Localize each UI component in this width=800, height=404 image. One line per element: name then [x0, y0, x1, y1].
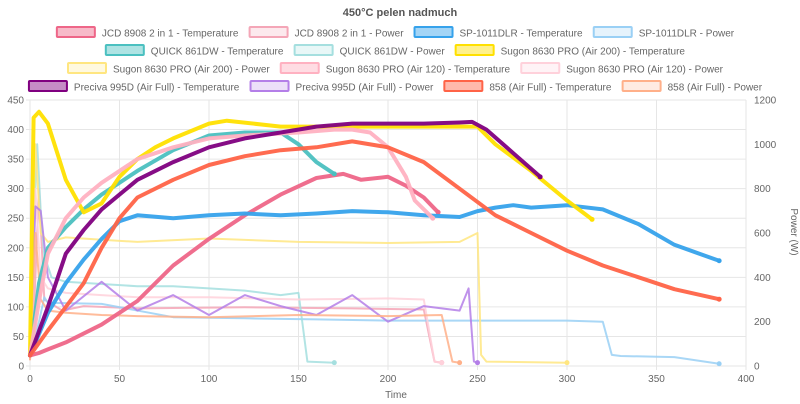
legend-label: JCD 8908 2 in 1 - Power	[295, 29, 405, 40]
legend-label: Sugon 8630 PRO (Air 120) - Power	[566, 65, 723, 76]
legend-swatch	[454, 44, 495, 56]
legend-swatch	[293, 44, 334, 56]
legend-item[interactable]: Sugon 8630 PRO (Air 200) - Power	[66, 62, 270, 76]
legend-item[interactable]: 858 (Air Full) - Temperature	[443, 80, 612, 94]
y-right-tick-label: 1000	[754, 140, 777, 151]
series-line-quick-861dw-power	[29, 143, 336, 364]
x-tick-label: 0	[27, 374, 33, 385]
legend-swatch	[66, 62, 107, 74]
series-line-sp-1011dlr-power	[29, 296, 721, 365]
y-right-tick-label: 1200	[754, 96, 777, 107]
legend-item[interactable]: Sugon 8630 PRO (Air 120) - Power	[520, 62, 724, 76]
series-line-sugon-8630-pro-air-120-temperature-end-point	[430, 215, 436, 221]
legend-label: Preciva 995D (Air Full) - Temperature	[74, 83, 240, 94]
series-line-quick-861dw-power-end-point	[331, 360, 337, 366]
legend-item[interactable]: 858 (Air Full) - Power	[621, 80, 763, 94]
series-line-preciva-995d-air-full-power-end-point	[475, 360, 480, 366]
legend-item[interactable]: SP-1011DLR - Power	[592, 26, 735, 40]
legend-swatch	[249, 80, 290, 92]
legend-swatch	[27, 80, 68, 92]
right-axis-title: Power (W)	[788, 208, 799, 255]
legend[interactable]: JCD 8908 2 in 1 - Temperature JCD 8908 2 …	[27, 26, 763, 94]
legend-item[interactable]: QUICK 861DW - Temperature	[104, 44, 284, 58]
legend-label: SP-1011DLR - Power	[639, 29, 735, 40]
legend-item[interactable]: Preciva 995D (Air Full) - Temperature	[27, 80, 240, 94]
x-tick-label: 400	[738, 374, 755, 385]
y-left-tick-label: 300	[7, 184, 24, 195]
series-line-sp-1011dlr-power-end-point	[716, 361, 722, 367]
chart-title: 450°C pelen nadmuch	[343, 7, 458, 19]
y-right-tick-label: 600	[754, 229, 771, 240]
legend-item[interactable]: SP-1011DLR - Temperature	[413, 26, 583, 40]
y-left-tick-label: 250	[7, 214, 24, 225]
legend-item[interactable]: Sugon 8630 PRO (Air 120) - Temperature	[279, 62, 511, 76]
series-line-quick-861dw-temperature-end-point	[331, 171, 337, 177]
legend-label: Sugon 8630 PRO (Air 200) - Power	[113, 65, 270, 76]
y-left-tick-label: 150	[7, 273, 24, 284]
legend-swatch	[248, 26, 289, 38]
series-line-jcd-8908-2-in-1-temperature-end-point	[435, 209, 441, 215]
legend-label: JCD 8908 2 in 1 - Temperature	[102, 29, 239, 40]
x-tick-label: 50	[114, 374, 126, 385]
series-line-preciva-995d-air-full-power	[29, 205, 479, 364]
legend-item[interactable]: JCD 8908 2 in 1 - Temperature	[55, 26, 239, 40]
y-left-tick-label: 100	[7, 302, 24, 313]
series-line-858-air-full-power-end-point	[457, 360, 463, 366]
legend-label: 858 (Air Full) - Power	[668, 83, 763, 94]
legend-label: Sugon 8630 PRO (Air 120) - Temperature	[326, 65, 511, 76]
y-left-tick-label: 50	[13, 332, 25, 343]
series-line-preciva-995d-air-full-temperature	[28, 119, 543, 358]
legend-label: QUICK 861DW - Power	[340, 47, 446, 58]
legend-swatch	[104, 44, 145, 56]
series-line-sp-1011dlr-temperature-end-point	[716, 258, 722, 264]
series-group	[28, 109, 722, 367]
legend-swatch	[621, 80, 662, 92]
series-line-858-air-full-temperature	[28, 139, 722, 358]
legend-swatch	[279, 62, 320, 74]
series-line-sugon-8630-pro-air-200-power-end-point	[564, 360, 570, 366]
series-line-858-air-full-temperature-end-point	[716, 296, 722, 302]
y-right-tick-label: 400	[754, 273, 771, 284]
legend-swatch	[520, 62, 561, 74]
y-right-tick-label: 0	[754, 362, 760, 373]
x-tick-label: 200	[380, 374, 397, 385]
legend-label: Sugon 8630 PRO (Air 200) - Temperature	[501, 47, 686, 58]
x-tick-label: 350	[648, 374, 665, 385]
x-tick-label: 150	[290, 374, 307, 385]
series-line-sp-1011dlr-temperature	[28, 203, 722, 358]
legend-swatch	[443, 80, 484, 92]
series-line-sugon-8630-pro-air-200-temperature-end-point	[589, 216, 595, 222]
legend-item[interactable]: JCD 8908 2 in 1 - Power	[248, 26, 405, 40]
y-left-tick-label: 0	[18, 362, 24, 373]
x-axis-title: Time	[385, 390, 407, 401]
legend-item[interactable]: QUICK 861DW - Power	[293, 44, 446, 58]
y-right-tick-label: 200	[754, 317, 771, 328]
x-tick-label: 300	[559, 374, 576, 385]
x-tick-label: 250	[469, 374, 486, 385]
series-line-preciva-995d-air-full-temperature-end-point	[537, 174, 543, 180]
y-left-tick-label: 450	[7, 96, 24, 107]
legend-swatch	[592, 26, 633, 38]
legend-label: 858 (Air Full) - Temperature	[489, 83, 612, 94]
legend-swatch	[55, 26, 96, 38]
legend-label: Preciva 995D (Air Full) - Power	[296, 83, 434, 94]
y-left-tick-label: 400	[7, 125, 24, 136]
grid	[26, 99, 747, 370]
y-right-tick-label: 800	[754, 184, 771, 195]
y-left-tick-label: 200	[7, 243, 24, 254]
series-line-sugon-8630-pro-air-120-power-end-point	[439, 360, 445, 366]
legend-label: QUICK 861DW - Temperature	[151, 47, 284, 58]
legend-swatch	[413, 26, 454, 38]
x-tick-label: 100	[201, 374, 218, 385]
legend-item[interactable]: Preciva 995D (Air Full) - Power	[249, 80, 434, 94]
y-left-tick-label: 350	[7, 155, 24, 166]
series-line-sugon-8630-pro-air-200-temperature	[28, 109, 595, 358]
legend-item[interactable]: Sugon 8630 PRO (Air 200) - Temperature	[454, 44, 686, 58]
axes: 0 50 100 150 200 250 300 350 4000501001502002503…	[7, 96, 776, 386]
series-line-sugon-8630-pro-air-120-temperature	[28, 127, 435, 358]
legend-label: SP-1011DLR - Temperature	[460, 29, 583, 40]
